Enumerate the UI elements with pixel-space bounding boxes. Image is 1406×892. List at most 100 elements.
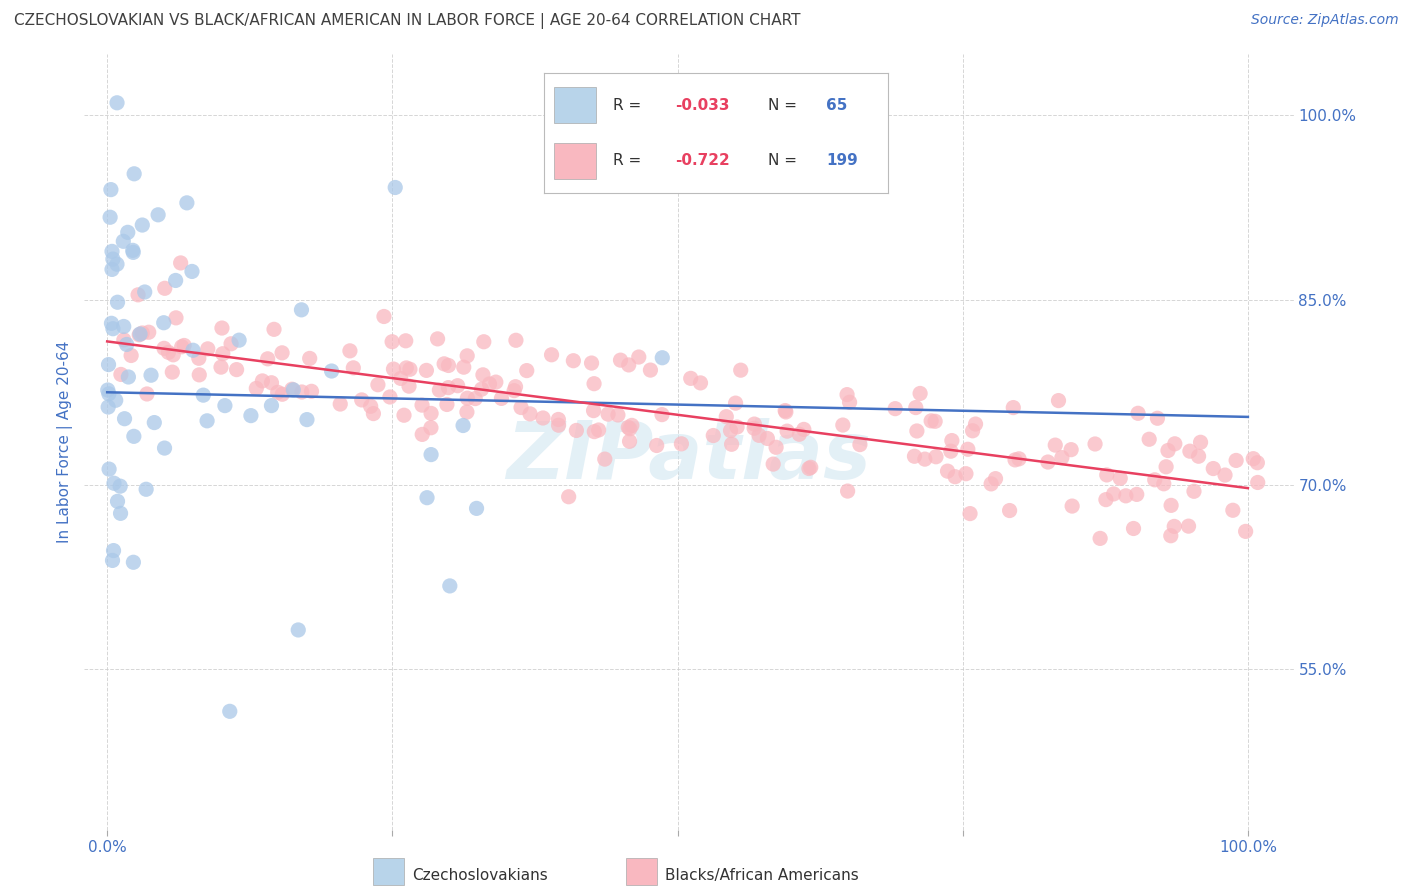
Point — [914, 452, 936, 467]
Point — [831, 418, 853, 433]
Point — [1182, 484, 1205, 499]
Point — [389, 371, 412, 385]
Point — [181, 343, 204, 358]
Point — [1187, 449, 1209, 463]
Point — [956, 442, 979, 457]
Point — [188, 368, 211, 382]
Point — [679, 371, 702, 385]
Point — [101, 553, 124, 567]
Point — [107, 494, 129, 508]
Point — [193, 388, 215, 402]
Point — [260, 376, 283, 390]
Point — [173, 338, 195, 352]
Point — [773, 403, 796, 417]
Point — [329, 397, 352, 411]
Point — [943, 469, 966, 483]
Point — [100, 316, 122, 330]
Point — [1036, 455, 1059, 469]
Point — [108, 479, 131, 493]
Point — [456, 405, 478, 419]
Point — [98, 462, 121, 476]
Point — [903, 450, 925, 464]
Point — [97, 387, 120, 401]
Point — [107, 295, 129, 310]
Point — [470, 382, 492, 396]
Point — [104, 393, 127, 408]
Point — [725, 420, 748, 434]
Point — [581, 356, 603, 370]
Point — [197, 342, 219, 356]
Point — [239, 409, 262, 423]
Point — [211, 347, 233, 361]
Point — [1143, 473, 1166, 487]
Point — [135, 483, 157, 497]
Point — [290, 302, 312, 317]
Point — [1153, 476, 1175, 491]
Point — [519, 407, 541, 421]
Point — [651, 408, 673, 422]
Point — [627, 350, 650, 364]
Point — [245, 381, 267, 395]
Point — [367, 377, 389, 392]
Point — [884, 401, 907, 416]
Point — [321, 364, 343, 378]
Point — [1050, 450, 1073, 465]
Point — [437, 381, 460, 395]
Point — [136, 387, 159, 401]
Point — [689, 376, 711, 390]
Point — [103, 476, 125, 491]
Point — [1225, 453, 1247, 467]
Point — [373, 310, 395, 324]
Point — [1222, 503, 1244, 517]
Point — [593, 452, 616, 467]
Point — [730, 363, 752, 377]
Point — [510, 401, 533, 415]
Point — [101, 244, 124, 259]
Point — [301, 384, 323, 399]
Point — [295, 412, 318, 426]
Point — [131, 326, 153, 340]
Point — [505, 333, 527, 347]
Point — [1047, 393, 1070, 408]
Point — [596, 407, 619, 421]
Point — [209, 360, 232, 375]
Point — [211, 321, 233, 335]
Point — [426, 332, 449, 346]
Point — [849, 437, 872, 451]
Point — [446, 378, 468, 392]
Text: Blacks/African Americans: Blacks/African Americans — [665, 869, 859, 883]
Point — [283, 383, 305, 397]
Point — [350, 392, 373, 407]
Point — [139, 368, 162, 383]
Point — [1157, 443, 1180, 458]
Point — [620, 418, 643, 433]
Point — [465, 501, 488, 516]
Point — [920, 414, 942, 428]
Point — [114, 411, 136, 425]
Point — [1164, 437, 1187, 451]
Point — [143, 416, 166, 430]
Point — [101, 252, 124, 266]
Point — [433, 357, 456, 371]
Point — [1202, 461, 1225, 475]
Point — [756, 432, 779, 446]
Point — [411, 398, 433, 412]
Point — [1160, 529, 1182, 543]
Point — [936, 464, 959, 478]
Point — [748, 428, 770, 442]
Point — [122, 167, 145, 181]
Point — [1060, 442, 1083, 457]
Point — [547, 418, 569, 433]
Point — [112, 333, 135, 347]
Point — [415, 363, 437, 377]
Point — [437, 359, 460, 373]
Point — [617, 358, 640, 372]
Point — [420, 406, 443, 420]
Point — [162, 348, 184, 362]
Point — [101, 322, 124, 336]
Point — [416, 491, 439, 505]
Text: ZIPatlas: ZIPatlas — [506, 418, 872, 496]
Point — [904, 401, 927, 415]
Point — [744, 417, 766, 431]
Y-axis label: In Labor Force | Age 20-64: In Labor Force | Age 20-64 — [58, 341, 73, 542]
